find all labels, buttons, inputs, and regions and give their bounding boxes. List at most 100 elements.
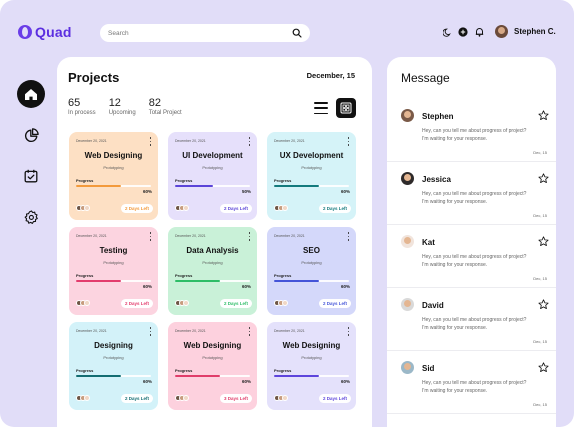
- search-bar[interactable]: [100, 24, 310, 42]
- star-icon[interactable]: [538, 362, 549, 373]
- search-icon[interactable]: [292, 28, 302, 38]
- days-left-badge: 2 Days Left: [219, 299, 252, 308]
- progress-percent: 60%: [142, 189, 152, 194]
- progress-label: Progress: [274, 368, 292, 373]
- message-date: Dec, 15: [533, 150, 547, 155]
- card-title: UX Development: [279, 151, 344, 160]
- card-date: December 20, 2021: [274, 139, 305, 143]
- bell-icon[interactable]: [474, 27, 484, 37]
- card-category: Prototyping: [202, 260, 223, 265]
- messages-panel: Message Stephen Hey, can you tell me abou…: [387, 57, 556, 427]
- project-card[interactable]: December 20, 2021 UI Development Prototypi…: [168, 132, 257, 220]
- stat-value: 82: [148, 97, 161, 109]
- project-card[interactable]: December 20, 2021 Web Designing Prototypin…: [168, 322, 257, 410]
- avatar: [282, 300, 288, 306]
- card-category: Prototyping: [202, 165, 223, 170]
- avatar: [282, 395, 288, 401]
- more-options-icon[interactable]: [149, 232, 152, 241]
- progress-fill: [274, 375, 319, 377]
- message-item[interactable]: Jessica Hey, can you tell me about progre…: [387, 162, 556, 225]
- avatar: [282, 205, 288, 211]
- avatar: [183, 395, 189, 401]
- days-left-badge: 2 Days Left: [219, 204, 252, 213]
- avatar: [401, 172, 414, 185]
- stat-label: Upcoming: [108, 110, 136, 116]
- message-preview: Hey, can you tell me about progress of p…: [422, 317, 527, 331]
- star-icon[interactable]: [538, 299, 549, 310]
- star-icon[interactable]: [538, 236, 549, 247]
- stat-upcoming: 12 Upcoming: [109, 97, 136, 116]
- moon-icon[interactable]: [442, 27, 452, 37]
- search-input[interactable]: [108, 29, 292, 37]
- project-card[interactable]: December 20, 2021 UX Development Prototypi…: [267, 132, 356, 220]
- progress-percent: 60%: [340, 379, 350, 384]
- progress-fill: [76, 185, 121, 187]
- message-date: Dec, 15: [533, 276, 547, 281]
- card-category: Prototyping: [301, 355, 322, 360]
- logo-mark-icon: [18, 25, 32, 39]
- card-category: Prototyping: [301, 165, 322, 170]
- project-card[interactable]: December 20, 2021 Web Designing Prototypin…: [69, 132, 158, 220]
- nav-calendar[interactable]: [17, 162, 45, 190]
- more-options-icon[interactable]: [248, 232, 251, 241]
- more-options-icon[interactable]: [149, 327, 152, 336]
- stat-total: 82 Total Project: [149, 97, 182, 116]
- more-options-icon[interactable]: [248, 137, 251, 146]
- user-menu[interactable]: Stephen C.: [495, 25, 556, 38]
- message-item[interactable]: David Hey, can you tell me about progress…: [387, 288, 556, 351]
- more-options-icon[interactable]: [347, 232, 350, 241]
- message-item[interactable]: Sid Hey, can you tell me about progress o…: [387, 351, 556, 414]
- project-card[interactable]: December 20, 2021 Testing Prototyping Progr…: [69, 227, 158, 315]
- more-options-icon[interactable]: [149, 137, 152, 146]
- message-sender: Stephen: [422, 112, 454, 121]
- message-sender: David: [422, 301, 444, 310]
- team-avatars: [274, 205, 288, 211]
- star-icon[interactable]: [538, 110, 549, 121]
- card-title: Web Designing: [183, 341, 242, 350]
- card-title: UI Development: [182, 151, 243, 160]
- card-category: Prototyping: [103, 260, 124, 265]
- progress-fill: [274, 185, 319, 187]
- card-category: Prototyping: [103, 165, 124, 170]
- nav-analytics[interactable]: [17, 121, 45, 149]
- progress-percent: 50%: [241, 189, 251, 194]
- more-options-icon[interactable]: [347, 137, 350, 146]
- list-view-icon[interactable]: [314, 102, 328, 114]
- card-title: Testing: [99, 246, 128, 255]
- days-left-badge: 2 Days Left: [318, 204, 351, 213]
- message-item[interactable]: Kat Hey, can you tell me about progress o…: [387, 225, 556, 288]
- progress-label: Progress: [175, 178, 193, 183]
- project-card[interactable]: December 20, 2021 Designing Prototyping Pro…: [69, 322, 158, 410]
- avatar[interactable]: [495, 25, 508, 38]
- progress-percent: 60%: [142, 379, 152, 384]
- logo[interactable]: Quad: [18, 24, 72, 40]
- view-toggle: [314, 98, 356, 118]
- nav-settings[interactable]: [17, 203, 45, 231]
- star-icon[interactable]: [538, 173, 549, 184]
- stat-value: 65: [68, 97, 81, 109]
- card-title: SEO: [303, 246, 320, 255]
- grid-view-button[interactable]: [336, 98, 356, 118]
- progress-percent: 60%: [340, 284, 350, 289]
- add-icon[interactable]: [458, 27, 468, 37]
- progress-label: Progress: [76, 178, 94, 183]
- progress-label: Progress: [175, 368, 193, 373]
- more-options-icon[interactable]: [248, 327, 251, 336]
- progress-label: Progress: [274, 273, 292, 278]
- progress-fill: [76, 375, 121, 377]
- project-grid: December 20, 2021 Web Designing Prototypin…: [69, 132, 356, 410]
- nav-home[interactable]: [17, 80, 45, 108]
- message-item[interactable]: Stephen Hey, can you tell me about progre…: [387, 99, 556, 162]
- messages-title: Message: [401, 71, 450, 85]
- project-card[interactable]: December 20, 2021 Data Analysis Prototypin…: [168, 227, 257, 315]
- card-date: December 20, 2021: [76, 234, 107, 238]
- message-sender: Jessica: [422, 175, 451, 184]
- more-options-icon[interactable]: [347, 327, 350, 336]
- project-card[interactable]: December 20, 2021 Web Designing Prototypin…: [267, 322, 356, 410]
- project-card[interactable]: December 20, 2021 SEO Prototyping Progress 6…: [267, 227, 356, 315]
- team-avatars: [76, 395, 90, 401]
- progress-label: Progress: [274, 178, 292, 183]
- card-category: Prototyping: [103, 355, 124, 360]
- progress-bar: [274, 375, 349, 377]
